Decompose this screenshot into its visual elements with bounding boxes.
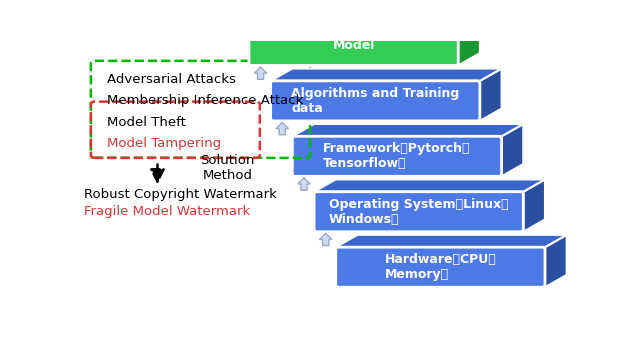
Polygon shape	[254, 67, 267, 79]
Text: Algorithms and Training
data: Algorithms and Training data	[291, 87, 460, 115]
Text: Operating System（Linux、
Windows）: Operating System（Linux、 Windows）	[329, 198, 509, 226]
Polygon shape	[319, 233, 332, 245]
Polygon shape	[480, 69, 502, 121]
Text: Solution
Method: Solution Method	[200, 154, 255, 182]
Polygon shape	[292, 124, 524, 136]
Text: Framework（Pytorch、
Tensorflow）: Framework（Pytorch、 Tensorflow）	[323, 142, 471, 170]
FancyBboxPatch shape	[314, 192, 524, 232]
Text: Hardware（CPU、
Memory）: Hardware（CPU、 Memory）	[385, 253, 496, 281]
Text: Model Tampering: Model Tampering	[107, 137, 221, 150]
Text: Model Theft: Model Theft	[107, 116, 186, 129]
Polygon shape	[314, 180, 545, 192]
Text: Robust Copyright Watermark: Robust Copyright Watermark	[84, 188, 276, 201]
Polygon shape	[271, 69, 502, 81]
Polygon shape	[249, 13, 480, 26]
Polygon shape	[336, 235, 566, 247]
Text: Membership Inference Attack: Membership Inference Attack	[107, 94, 303, 107]
Polygon shape	[458, 13, 480, 65]
FancyBboxPatch shape	[249, 26, 458, 65]
Text: Fragile Model Watermark: Fragile Model Watermark	[84, 205, 250, 218]
Polygon shape	[298, 178, 310, 190]
FancyBboxPatch shape	[336, 247, 545, 287]
Polygon shape	[524, 180, 545, 232]
Polygon shape	[502, 124, 524, 176]
Text: Adversarial Attacks: Adversarial Attacks	[107, 73, 236, 86]
Polygon shape	[276, 122, 289, 135]
Polygon shape	[545, 235, 566, 287]
FancyBboxPatch shape	[271, 81, 480, 121]
Text: Model: Model	[332, 39, 375, 52]
FancyBboxPatch shape	[292, 136, 502, 176]
